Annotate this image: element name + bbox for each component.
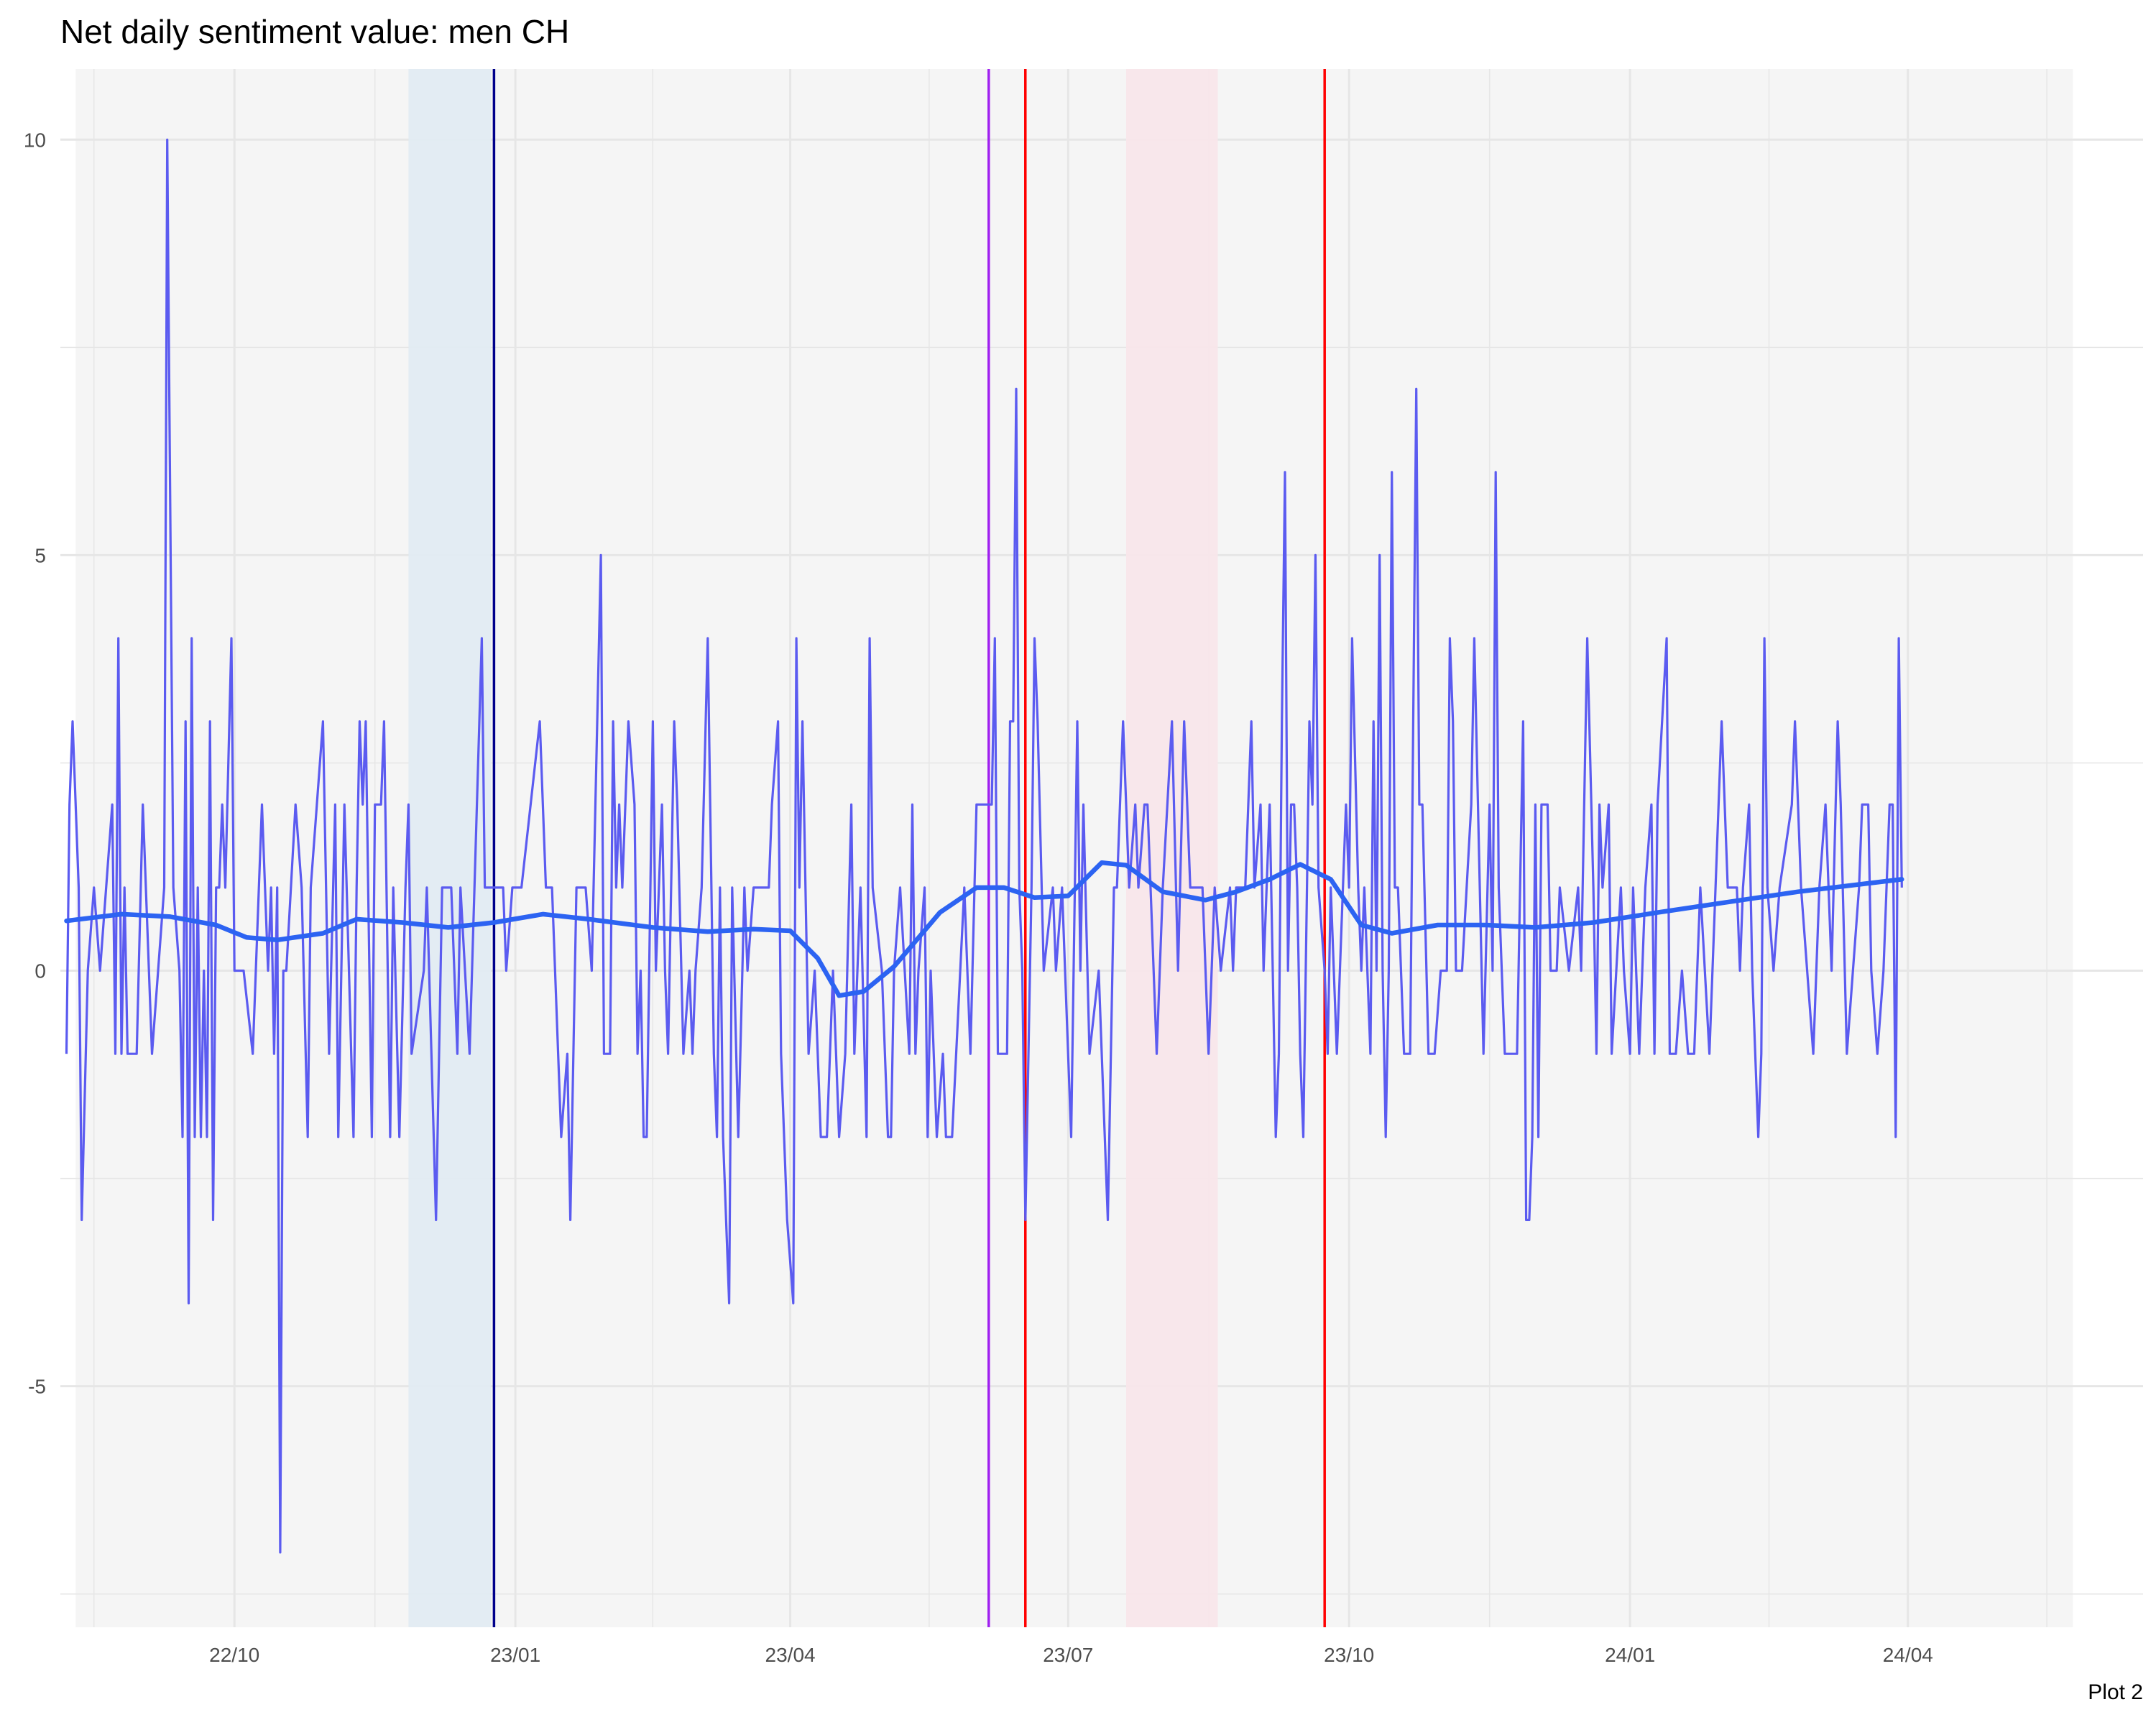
y-tick-label: 5 — [34, 544, 46, 566]
y-axis-ticks: -5 0 5 10 — [24, 129, 46, 1397]
shaded-period — [1125, 69, 1218, 1627]
x-tick-label: 23/04 — [765, 1644, 816, 1666]
series-lines — [64, 138, 1904, 1554]
x-tick-label: 23/10 — [1324, 1644, 1374, 1666]
x-tick-label: 23/07 — [1043, 1644, 1093, 1666]
y-tick-label: 10 — [24, 129, 46, 151]
chart-title: Net daily sentiment value: men CH — [60, 13, 569, 50]
x-tick-label: 22/10 — [209, 1644, 259, 1666]
x-tick-label: 23/01 — [490, 1644, 540, 1666]
x-axis-ticks: 22/10 23/01 23/04 23/07 23/10 24/01 24/04 — [209, 1644, 1933, 1666]
x-tick-label: 24/04 — [1883, 1644, 1933, 1666]
plot-caption: Plot 2 — [2088, 1680, 2143, 1704]
y-tick-label: -5 — [28, 1376, 46, 1398]
smoothed-trend-line — [64, 860, 1904, 998]
event-lines — [492, 69, 1326, 1627]
shaded-period — [408, 69, 492, 1627]
x-tick-label: 24/01 — [1605, 1644, 1655, 1666]
y-tick-label: 0 — [34, 960, 46, 983]
